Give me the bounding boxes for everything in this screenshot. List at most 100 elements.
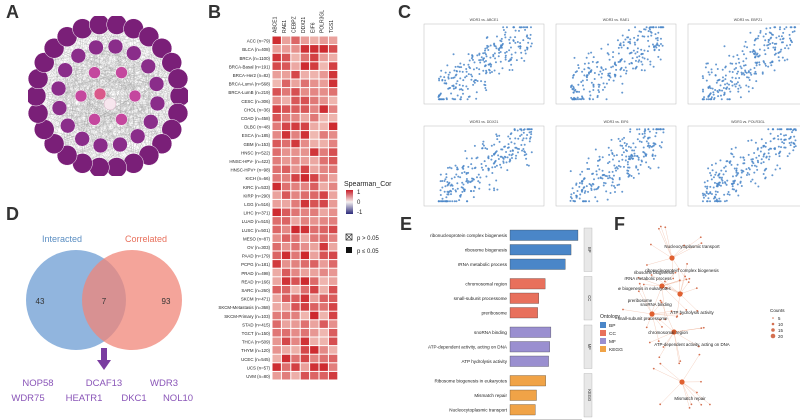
scatter-point [720,169,723,172]
scatter-point [771,33,774,36]
bar-term-label: ATP-dependent activity, acting on DNA [428,345,508,350]
ontology-strip [583,324,593,369]
scatter-point [490,70,493,73]
heatmap-cell [281,165,291,174]
scatter-point [496,188,499,191]
heatmap-cell [281,234,291,242]
scatter-point [646,58,649,61]
scatter-point [770,64,773,67]
cnet-edge [671,237,701,259]
scatter-point [593,72,596,75]
enrichment-bar [509,404,536,416]
scatter-point [443,190,446,193]
heatmap-row-label: KICH (n=66) [245,176,270,181]
scatter-point [763,44,766,47]
scatter-point [738,61,741,64]
scatter-point [583,62,586,65]
scatter-point [478,73,481,76]
cnet-gene-node [679,360,682,363]
scatter-point [657,55,660,58]
heatmap-cell [291,70,300,79]
scatter-point [724,65,727,68]
scatter-point [592,85,595,88]
network-edge [67,121,151,156]
scatter-point [720,176,723,179]
scatter-point [464,150,467,153]
scatter-point [747,167,750,170]
heatmap-cell [281,217,291,225]
scatter-point [739,96,742,99]
scatter-point [608,176,611,179]
scatter-point [647,35,650,38]
scatter-point [710,174,713,177]
scatter-point [757,185,760,188]
network-edge [59,107,101,146]
heatmap-cell [291,328,300,337]
scatter-point [650,26,653,29]
heatmap-cell [272,371,281,380]
heatmap-cell [291,165,300,174]
heatmap-cell [328,251,338,260]
scatter-point [755,72,758,75]
heatmap-cell [281,88,291,96]
scatter-point [646,50,649,53]
network-node [57,62,73,78]
scatter-point [701,200,704,203]
scatter-point [662,131,665,134]
heatmap-cell [281,113,291,122]
scatter-point [591,172,594,175]
network-edge [119,72,122,145]
scatter-point [731,76,734,79]
heatmap-cell [272,337,281,346]
cnet-edge [651,313,678,317]
bar-term-label: Nucleocytoplasmic transport [449,408,507,413]
scatter-point [454,189,457,192]
scatter-point [710,71,713,74]
cnet-edge [661,285,687,310]
scatter-point [521,149,524,152]
scatter-point [655,128,658,131]
heatmap-cell [300,303,310,311]
heatmap-cell [328,371,338,380]
scatter-point [747,85,750,88]
scatter-point [498,47,501,50]
scatter-point [636,50,639,53]
scatter-point [645,140,648,143]
network-edge [82,72,122,139]
scatter-point [527,128,530,131]
scatter-point [771,41,774,44]
scatter-point [602,82,605,85]
scatter-point [456,65,459,68]
heatmap-row-label: SKCM (n=471) [241,297,271,302]
scatter-point [625,150,628,153]
scatter-point [451,200,454,203]
heatmap-cell [319,148,328,156]
heatmap-cell [328,199,338,208]
heatmap-cell [328,363,338,371]
network-edge [67,121,151,126]
scatter-point [748,78,751,81]
scatter-point [652,144,655,147]
cnet-label: ribosome biogenesis [634,270,675,275]
scatter-point [530,130,533,133]
scatter-point [608,171,611,174]
heatmap-cell [272,354,281,363]
network-edge [65,70,68,126]
scatter-point [588,67,591,70]
heatmap-cell [272,208,281,217]
scatter-point [640,30,643,33]
heatmap-cell [272,225,281,234]
heatmap-gene-label: CEBPZ [292,16,298,33]
scatter-point [571,187,574,190]
scatter-point [483,60,486,63]
scatter-point [641,63,644,66]
heatmap-cell [300,182,310,191]
heatmap-cell [281,70,291,79]
scatter-point [712,176,715,179]
scatter-point [745,84,748,87]
scatter-frame [423,125,545,207]
scatter-point [595,61,598,64]
scatter-point [491,166,494,169]
heatmap-cell [310,165,319,174]
heatmap-cell [310,182,319,191]
